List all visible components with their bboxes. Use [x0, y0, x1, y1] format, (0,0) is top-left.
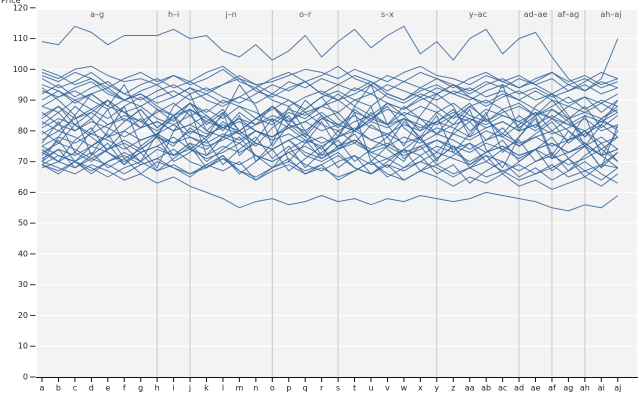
x-tick-label: e: [105, 384, 110, 393]
x-tick-label: ah: [580, 384, 590, 393]
series-line: [41, 142, 619, 178]
group-label: a–g: [90, 10, 104, 19]
group-label: o–r: [299, 10, 312, 19]
group-label: y–ac: [469, 10, 487, 19]
x-tick-label: b: [56, 384, 61, 393]
y-tick-label: 10: [18, 342, 28, 351]
series-line: [41, 115, 618, 138]
series-line: [41, 155, 618, 178]
x-tick-label: r: [320, 384, 324, 393]
y-axis-title: Price: [1, 0, 21, 5]
y-tick-label: 40: [18, 249, 28, 258]
y-tick-label: 60: [18, 188, 28, 197]
x-tick-label: ag: [563, 384, 573, 393]
x-tick-label: aa: [465, 384, 475, 393]
x-tick-label: j: [188, 384, 191, 393]
series-line: [41, 65, 618, 92]
x-tick-label: af: [548, 384, 556, 393]
x-tick-label: p: [286, 384, 291, 393]
x-tick-label: aj: [614, 384, 621, 393]
series-line: [41, 133, 619, 172]
y-tick-label: 100: [13, 65, 28, 74]
y-tick-label: 50: [18, 219, 28, 228]
group-label: af–ag: [558, 10, 580, 19]
y-tick-label: 90: [18, 96, 28, 105]
series-line: [41, 84, 619, 113]
plot-background: [37, 10, 637, 377]
x-tick-label: ae: [531, 384, 541, 393]
x-tick-label: s: [336, 384, 340, 393]
x-tick-label: v: [385, 384, 390, 393]
series-line: [41, 78, 619, 169]
x-tick-label: t: [353, 384, 356, 393]
x-tick-label: k: [204, 384, 209, 393]
x-tick-label: ai: [598, 384, 605, 393]
x-tick-label: o: [270, 384, 275, 393]
series-line: [41, 68, 618, 156]
y-tick-label: 70: [18, 157, 28, 166]
x-tick-label: w: [401, 384, 408, 393]
x-tick-label: i: [172, 384, 174, 393]
group-label: s–x: [381, 10, 394, 19]
x-tick-label: n: [253, 384, 258, 393]
series-line: [41, 145, 619, 184]
series-line: [41, 105, 619, 141]
x-tick-label: g: [138, 384, 143, 393]
x-tick-label: l: [222, 384, 224, 393]
x-tick-label: m: [236, 384, 244, 393]
series-line: [41, 25, 619, 92]
group-label: ah–aj: [600, 10, 621, 19]
x-tick-label: ac: [498, 384, 507, 393]
y-tick-label: 110: [13, 34, 28, 43]
series-line: [41, 105, 619, 163]
x-tick-label: f: [123, 384, 126, 393]
group-label: h–i: [168, 10, 179, 19]
x-tick-label: y: [434, 384, 439, 393]
x-tick-label: u: [368, 384, 373, 393]
series-line: [41, 71, 618, 95]
x-tick-label: x: [418, 384, 423, 393]
group-label: j–n: [225, 10, 237, 19]
series-line: [41, 78, 618, 169]
series-line: [41, 93, 618, 120]
y-tick-label: 80: [18, 126, 28, 135]
group-label: ad–ae: [524, 10, 548, 19]
x-tick-label: ad: [514, 384, 524, 393]
x-tick-label: z: [451, 384, 455, 393]
x-tick-label: h: [155, 384, 160, 393]
x-tick-label: ab: [481, 384, 491, 393]
x-tick-label: d: [89, 384, 94, 393]
series-line: [41, 84, 619, 147]
y-tick-label: 0: [23, 373, 28, 382]
series-line: [41, 105, 619, 175]
y-tick-label: 120: [13, 3, 28, 12]
x-tick-label: c: [73, 384, 77, 393]
y-tick-label: 30: [18, 280, 28, 289]
x-tick-label: a: [40, 384, 45, 393]
y-tick-label: 20: [18, 311, 28, 320]
x-tick-label: q: [303, 384, 308, 393]
series-line: [41, 161, 619, 212]
